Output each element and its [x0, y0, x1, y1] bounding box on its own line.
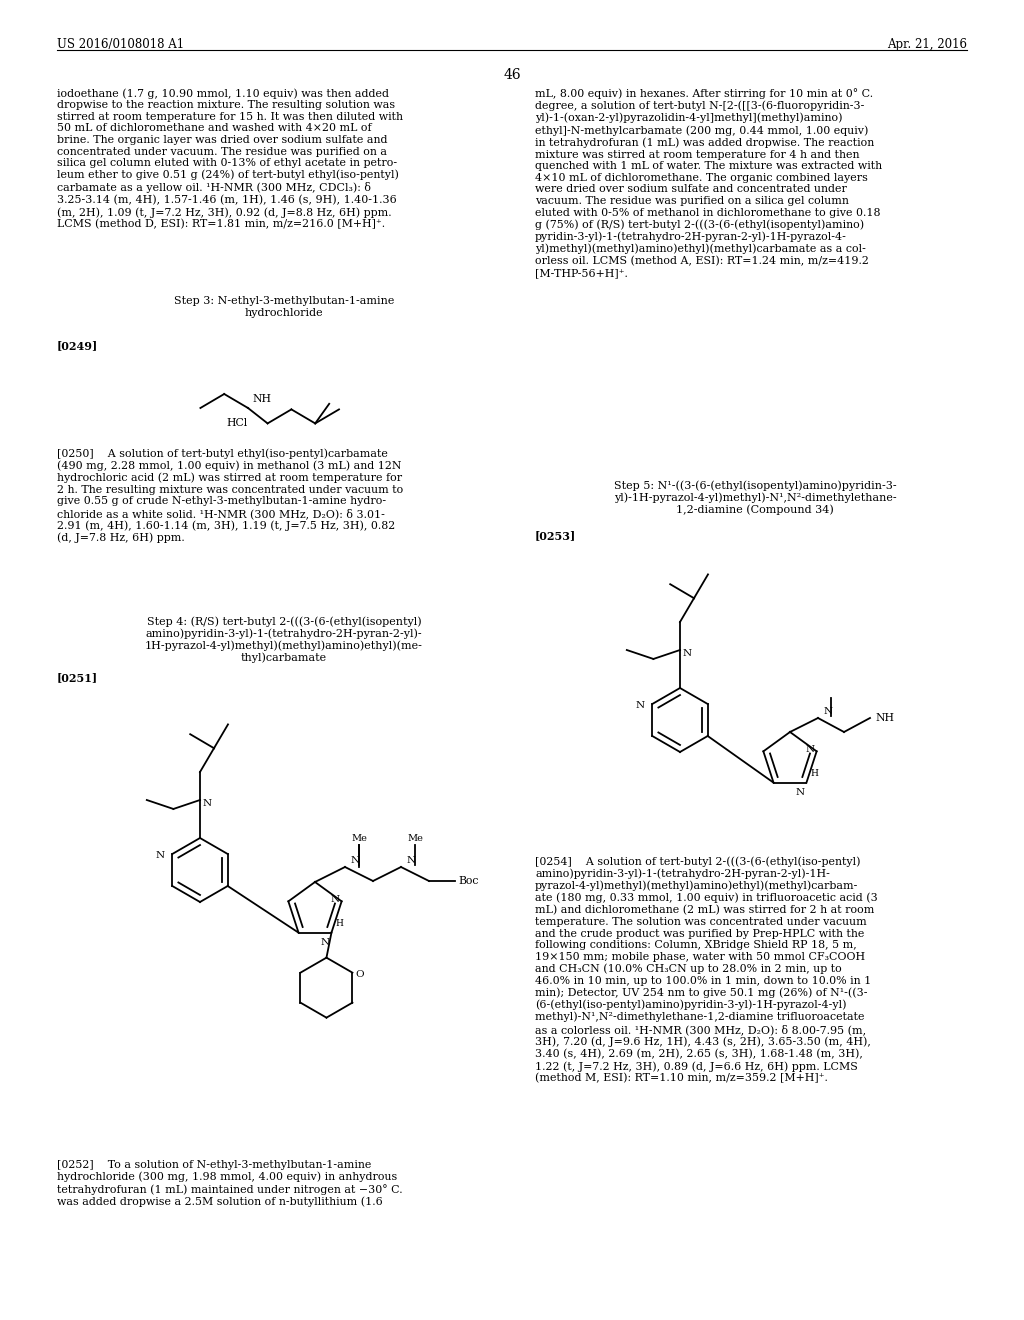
- Text: H: H: [811, 770, 818, 779]
- Text: [0253]: [0253]: [535, 531, 577, 541]
- Text: Step 4: (R/S) tert-butyl 2-(((3-(6-(ethyl(isopentyl)
amino)pyridin-3-yl)-1-(tetr: Step 4: (R/S) tert-butyl 2-(((3-(6-(ethy…: [145, 616, 423, 664]
- Text: [0254]    A solution of tert-butyl 2-(((3-(6-(ethyl(iso-pentyl)
amino)pyridin-3-: [0254] A solution of tert-butyl 2-(((3-(…: [535, 855, 878, 1084]
- Text: NH: NH: [252, 393, 271, 404]
- Text: [0249]: [0249]: [57, 341, 98, 351]
- Text: Apr. 21, 2016: Apr. 21, 2016: [887, 38, 967, 51]
- Text: HCl: HCl: [226, 418, 247, 428]
- Text: [0252]    To a solution of N-ethyl-3-methylbutan-1-amine
hydrochloride (300 mg, : [0252] To a solution of N-ethyl-3-methyl…: [57, 1160, 402, 1208]
- Text: US 2016/0108018 A1: US 2016/0108018 A1: [57, 38, 184, 51]
- Text: H: H: [336, 919, 344, 928]
- Text: N: N: [635, 701, 644, 710]
- Text: mL, 8.00 equiv) in hexanes. After stirring for 10 min at 0° C.
degree, a solutio: mL, 8.00 equiv) in hexanes. After stirri…: [535, 88, 882, 279]
- Text: Step 5: N¹-((3-(6-(ethyl(isopentyl)amino)pyridin-3-
yl)-1H-pyrazol-4-yl)methyl)-: Step 5: N¹-((3-(6-(ethyl(isopentyl)amino…: [613, 480, 896, 515]
- Text: N: N: [796, 788, 805, 797]
- Text: Step 3: N-ethyl-3-methylbutan-1-amine
hydrochloride: Step 3: N-ethyl-3-methylbutan-1-amine hy…: [174, 296, 394, 318]
- Text: N: N: [331, 895, 340, 904]
- Text: iodoethane (1.7 g, 10.90 mmol, 1.10 equiv) was then added
dropwise to the reacti: iodoethane (1.7 g, 10.90 mmol, 1.10 equi…: [57, 88, 403, 230]
- Text: N: N: [407, 855, 416, 865]
- Text: Me: Me: [351, 834, 367, 843]
- Text: N: N: [823, 708, 833, 715]
- Text: N: N: [203, 799, 212, 808]
- Text: 46: 46: [503, 69, 521, 82]
- Text: [0250]    A solution of tert-butyl ethyl(iso-pentyl)carbamate
(490 mg, 2.28 mmol: [0250] A solution of tert-butyl ethyl(is…: [57, 447, 403, 544]
- Text: Me: Me: [408, 834, 423, 843]
- Text: O: O: [355, 970, 365, 979]
- Text: [0251]: [0251]: [57, 672, 98, 682]
- Text: N: N: [156, 851, 164, 861]
- Text: N: N: [321, 937, 330, 946]
- Text: N: N: [806, 746, 815, 754]
- Text: N: N: [683, 648, 692, 657]
- Text: NH: NH: [874, 713, 894, 723]
- Text: Boc: Boc: [458, 876, 478, 886]
- Text: N: N: [350, 855, 359, 865]
